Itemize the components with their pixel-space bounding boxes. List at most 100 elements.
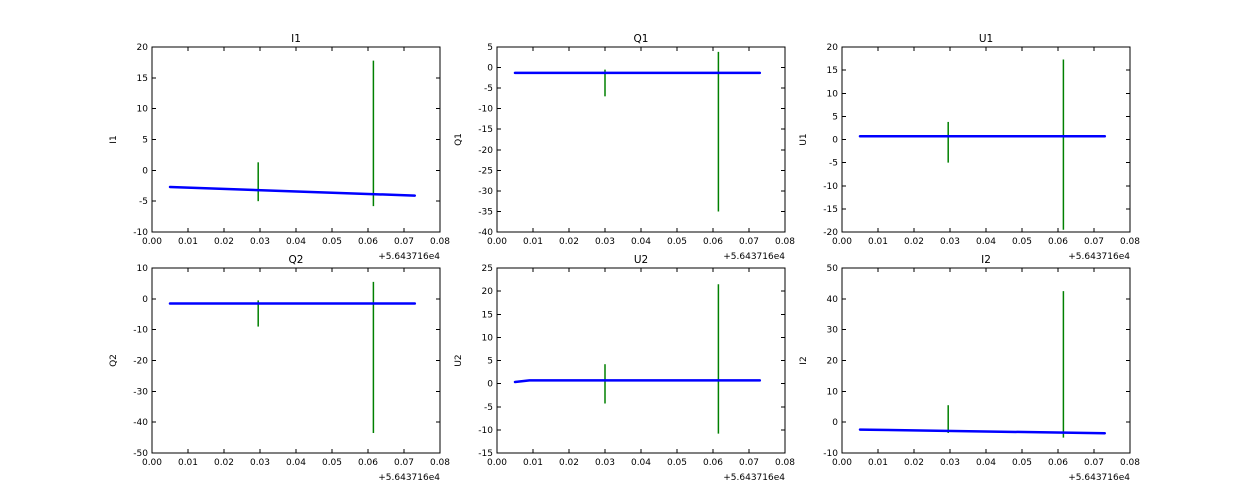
axes-frame bbox=[151, 46, 441, 233]
y-axis-label: I1 bbox=[109, 135, 119, 143]
x-offset-label: +5.643716e4 bbox=[378, 252, 440, 262]
x-tick-label: 0.00 bbox=[832, 237, 852, 247]
subplot-Q2: 0.00 0.01 0.02 0.03 0.04 0.05 0.06 0.07 0.08 -50 -… bbox=[102, 254, 450, 495]
x-tick-label: 0.04 bbox=[976, 237, 996, 247]
x-tick-label: 0.02 bbox=[214, 237, 234, 247]
x-tick-label: 0.00 bbox=[142, 237, 162, 247]
data-line bbox=[168, 185, 417, 197]
x-tick-label: 0.03 bbox=[250, 237, 270, 247]
y-tick-label: 0 bbox=[832, 418, 838, 428]
x-tick-label: 0.05 bbox=[667, 458, 687, 468]
y-tick-label: 10 bbox=[482, 333, 494, 343]
y-tick-label: 5 bbox=[832, 112, 838, 122]
y-tick-label: 5 bbox=[487, 43, 493, 53]
y-tick-label: -30 bbox=[478, 187, 493, 197]
x-tick-label: 0.04 bbox=[631, 237, 651, 247]
y-tick-label: 15 bbox=[827, 66, 838, 76]
axes-frame bbox=[496, 267, 786, 454]
x-offset-label: +5.643716e4 bbox=[1068, 252, 1130, 262]
y-tick-label: -30 bbox=[133, 387, 148, 397]
subplot-U1: 0.00 0.01 0.02 0.03 0.04 0.05 0.06 0.07 0.08 -20 -… bbox=[792, 33, 1140, 274]
chart-title: U1 bbox=[979, 33, 993, 45]
x-tick-label: 0.03 bbox=[595, 458, 615, 468]
x-tick-label: 0.08 bbox=[775, 237, 795, 247]
x-tick-label: 0.08 bbox=[775, 458, 795, 468]
y-tick-label: 0 bbox=[487, 64, 493, 74]
chart-title: U2 bbox=[634, 254, 648, 266]
y-tick-label: -25 bbox=[478, 166, 493, 176]
y-tick-label: 30 bbox=[827, 326, 839, 336]
axes-frame bbox=[151, 267, 441, 454]
x-tick-label: 0.07 bbox=[394, 237, 414, 247]
axes-frame bbox=[841, 46, 1131, 233]
y-tick-label: 10 bbox=[827, 89, 839, 99]
y-tick-label: -10 bbox=[823, 449, 838, 459]
y-tick-label: 25 bbox=[482, 264, 493, 274]
y-tick-label: 20 bbox=[482, 287, 494, 297]
x-tick-label: 0.05 bbox=[1012, 237, 1032, 247]
y-tick-label: 50 bbox=[827, 264, 839, 274]
x-tick-label: 0.06 bbox=[358, 237, 378, 247]
x-tick-label: 0.00 bbox=[487, 237, 507, 247]
x-tick-label: 0.00 bbox=[832, 458, 852, 468]
x-tick-label: 0.01 bbox=[868, 237, 888, 247]
y-tick-label: -15 bbox=[823, 205, 838, 215]
x-tick-label: 0.05 bbox=[322, 458, 342, 468]
chart-title: Q2 bbox=[289, 254, 304, 266]
x-offset-label: +5.643716e4 bbox=[723, 252, 785, 262]
y-tick-label: -10 bbox=[133, 326, 148, 336]
y-axis-label: Q2 bbox=[109, 354, 119, 367]
y-tick-label: -5 bbox=[139, 197, 148, 207]
axes-frame bbox=[496, 46, 786, 233]
data-line bbox=[513, 379, 762, 384]
x-tick-label: 0.08 bbox=[1120, 458, 1140, 468]
y-tick-label: -10 bbox=[133, 228, 148, 238]
y-tick-label: -15 bbox=[478, 125, 493, 135]
x-tick-label: 0.05 bbox=[1012, 458, 1032, 468]
y-tick-label: 0 bbox=[832, 136, 838, 146]
chart-canvas: 0.00 0.01 0.02 0.03 0.04 0.05 0.06 0.07 0.08 -20 -… bbox=[799, 33, 1140, 262]
y-axis-label: U2 bbox=[454, 354, 464, 366]
chart-canvas: 0.00 0.01 0.02 0.03 0.04 0.05 0.06 0.07 0.08 -15 -… bbox=[454, 254, 795, 483]
y-tick-label: -5 bbox=[829, 159, 838, 169]
y-tick-label: -35 bbox=[478, 207, 493, 217]
y-tick-label: -10 bbox=[823, 182, 838, 192]
y-tick-label: 15 bbox=[482, 310, 493, 320]
axes-frame bbox=[841, 267, 1131, 454]
y-tick-label: 40 bbox=[827, 295, 839, 305]
x-tick-label: 0.03 bbox=[940, 237, 960, 247]
y-tick-label: 20 bbox=[827, 43, 839, 53]
y-tick-label: 20 bbox=[137, 43, 149, 53]
x-tick-label: 0.04 bbox=[286, 237, 306, 247]
x-tick-label: 0.00 bbox=[142, 458, 162, 468]
chart-canvas: 0.00 0.01 0.02 0.03 0.04 0.05 0.06 0.07 0.08 -50 -… bbox=[109, 254, 450, 483]
y-tick-label: 0 bbox=[487, 380, 493, 390]
y-tick-label: -20 bbox=[478, 146, 493, 156]
x-tick-label: 0.01 bbox=[178, 237, 198, 247]
subplot-I2: 0.00 0.01 0.02 0.03 0.04 0.05 0.06 0.07 0.08 -10 0… bbox=[792, 254, 1140, 495]
y-tick-label: -50 bbox=[133, 449, 148, 459]
x-tick-label: 0.06 bbox=[358, 458, 378, 468]
x-tick-label: 0.07 bbox=[739, 458, 759, 468]
x-tick-label: 0.03 bbox=[250, 458, 270, 468]
x-tick-label: 0.02 bbox=[559, 458, 579, 468]
x-tick-label: 0.01 bbox=[178, 458, 198, 468]
y-axis-label: U1 bbox=[799, 133, 809, 145]
y-tick-label: 10 bbox=[137, 105, 149, 115]
y-tick-label: 10 bbox=[137, 264, 149, 274]
y-tick-label: 10 bbox=[827, 387, 839, 397]
x-tick-label: 0.06 bbox=[703, 237, 723, 247]
x-tick-label: 0.08 bbox=[430, 458, 450, 468]
x-offset-label: +5.643716e4 bbox=[723, 473, 785, 483]
y-tick-label: -20 bbox=[133, 357, 148, 367]
y-tick-label: -40 bbox=[133, 418, 148, 428]
y-tick-label: 15 bbox=[137, 74, 148, 84]
y-tick-label: 0 bbox=[142, 166, 148, 176]
chart-title: I1 bbox=[291, 33, 301, 45]
x-tick-label: 0.02 bbox=[904, 237, 924, 247]
x-offset-label: +5.643716e4 bbox=[1068, 473, 1130, 483]
y-axis-label: Q1 bbox=[454, 133, 464, 146]
y-tick-label: 5 bbox=[142, 136, 148, 146]
y-tick-label: 20 bbox=[827, 357, 839, 367]
